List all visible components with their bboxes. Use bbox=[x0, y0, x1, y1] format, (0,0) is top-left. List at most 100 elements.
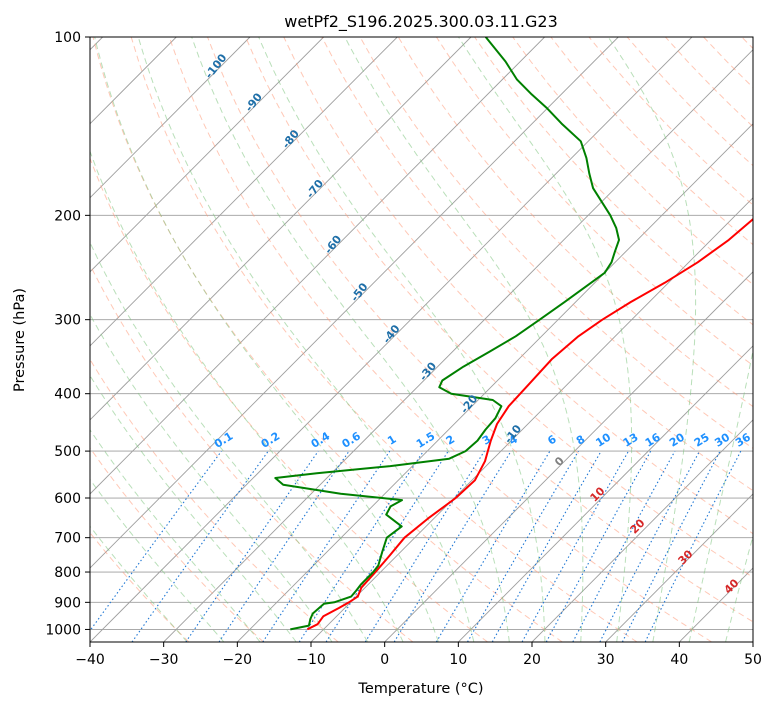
dry-adiabat-line bbox=[168, 37, 712, 642]
mixing-ratio-line bbox=[131, 450, 269, 642]
x-tick-label: 0 bbox=[380, 652, 389, 668]
moist-adiabat-line bbox=[458, 37, 633, 642]
moist-adiabat-label: 10 bbox=[588, 484, 608, 504]
isotherm-line bbox=[90, 37, 472, 421]
mixing-ratio-label: 0.6 bbox=[340, 429, 364, 451]
dry-adiabat-line bbox=[435, 37, 753, 367]
dry-adiabat-line bbox=[474, 37, 753, 326]
y-tick-label: 300 bbox=[54, 313, 81, 329]
moist-adiabat-line bbox=[688, 348, 753, 642]
moist-adiabat-line bbox=[90, 149, 404, 642]
mixing-ratio-line bbox=[545, 450, 652, 642]
y-tick-label: 1000 bbox=[45, 622, 81, 638]
mixing-ratio-line bbox=[435, 450, 551, 642]
y-tick-label: 200 bbox=[54, 208, 81, 224]
y-tick-label: 800 bbox=[54, 565, 81, 581]
profile-lines bbox=[274, 37, 753, 631]
mixing-ratio-line bbox=[521, 450, 629, 642]
dry-adiabat-line bbox=[90, 447, 264, 642]
dry-adiabat-label: -60 bbox=[322, 233, 345, 257]
mixing-ratio-label: 20 bbox=[667, 430, 687, 449]
mixing-ratio-label: 6 bbox=[545, 432, 559, 447]
dry-adiabat-label: -80 bbox=[280, 127, 303, 151]
mixing-ratio-line bbox=[218, 450, 350, 642]
dry-adiabat-line bbox=[90, 263, 414, 642]
x-tick-label: −10 bbox=[296, 652, 326, 668]
isotherm-line bbox=[90, 37, 398, 347]
dry-adiabat-line bbox=[207, 37, 753, 623]
dry-adiabat-line bbox=[90, 531, 190, 642]
moist-adiabat-line bbox=[90, 428, 261, 642]
isotherm-line bbox=[237, 123, 753, 642]
mixing-ratio-line bbox=[262, 450, 391, 642]
moist-adiabat-line bbox=[90, 374, 297, 642]
x-tick-label: −20 bbox=[223, 652, 253, 668]
chart-title: wetPf2_S196.2025.300.03.11.G23 bbox=[284, 12, 558, 32]
isotherm-line bbox=[605, 493, 753, 642]
x-tick-label: −30 bbox=[149, 652, 179, 668]
isotherm-line bbox=[90, 37, 324, 273]
mixing-ratio-line bbox=[90, 450, 222, 632]
mixing-ratio-line bbox=[393, 450, 512, 642]
moist-adiabat-label: 30 bbox=[676, 547, 696, 567]
y-tick-label: 600 bbox=[54, 491, 81, 507]
dry-adiabat-line bbox=[130, 37, 638, 642]
moist-adiabat-line bbox=[90, 241, 369, 642]
isotherm-line bbox=[679, 567, 753, 642]
moist-adiabat-line bbox=[137, 37, 475, 642]
x-tick-label: 30 bbox=[597, 652, 615, 668]
mixing-ratio-label: 36 bbox=[733, 430, 753, 449]
dry-adiabat-line bbox=[550, 37, 753, 246]
isotherm-line bbox=[90, 37, 693, 642]
dry-adiabat-line bbox=[741, 37, 753, 50]
mixing-ratio-label: 2 bbox=[444, 433, 457, 448]
moist-adiabat-line bbox=[725, 533, 753, 642]
dry-adiabat-line bbox=[512, 37, 753, 286]
dry-adiabat-label: -40 bbox=[380, 322, 403, 346]
mixing-ratio-label: 0.2 bbox=[259, 429, 282, 450]
dewpoint-line bbox=[274, 37, 620, 631]
isotherm-line bbox=[90, 37, 545, 495]
moist-adiabat-line bbox=[90, 478, 225, 642]
mixing-ratio-label: 1.5 bbox=[414, 429, 437, 450]
x-tick-label: 40 bbox=[670, 652, 688, 668]
mixing-ratio-label: 16 bbox=[643, 430, 663, 449]
mixing-ratio-label: 0.1 bbox=[212, 429, 235, 450]
mixing-ratio-line bbox=[298, 450, 424, 642]
moist-adiabat-line bbox=[94, 37, 439, 642]
dry-adiabat-label: -30 bbox=[417, 359, 440, 383]
x-axis-label: Temperature (°C) bbox=[357, 681, 483, 697]
moist-adiabat-line bbox=[258, 37, 546, 642]
isotherm-line bbox=[458, 345, 753, 642]
axis-ticks: −40 −30 −20 −10 0 10 20 30 40 5010020030040050060… bbox=[45, 30, 762, 668]
mixing-ratio-label: 25 bbox=[692, 431, 712, 450]
temperature-line bbox=[306, 217, 753, 631]
isotherm-line bbox=[384, 271, 753, 642]
y-tick-label: 500 bbox=[54, 444, 81, 460]
moist-adiabat-line bbox=[607, 37, 697, 642]
moist-adiabat-label: 40 bbox=[722, 576, 742, 596]
dry-adiabat-label: -90 bbox=[242, 90, 265, 114]
x-tick-label: 50 bbox=[744, 652, 762, 668]
mixing-ratio-line bbox=[621, 450, 721, 642]
dry-adiabat-line bbox=[703, 37, 753, 89]
mixing-ratio-line bbox=[572, 450, 676, 642]
y-tick-label: 400 bbox=[54, 387, 81, 403]
isotherm-line bbox=[90, 37, 251, 199]
mixing-ratio-label: 30 bbox=[712, 430, 732, 449]
y-axis-label: Pressure (hPa) bbox=[12, 288, 28, 392]
moist-adiabat-label: 20 bbox=[628, 516, 648, 536]
isotherm-line bbox=[163, 49, 753, 642]
y-tick-label: 900 bbox=[54, 595, 81, 611]
y-tick-label: 100 bbox=[54, 30, 81, 46]
dry-adiabat-line bbox=[90, 358, 339, 642]
mixing-ratio-label: 10 bbox=[593, 430, 613, 449]
moist-adiabat-line bbox=[344, 37, 584, 642]
mixing-ratio-line bbox=[644, 450, 742, 642]
mixing-ratio-line bbox=[599, 450, 701, 642]
mixing-ratio-label: 1 bbox=[385, 433, 398, 448]
moist-adiabat-line bbox=[90, 313, 333, 642]
mixing-ratio-label: 13 bbox=[621, 431, 641, 450]
mixing-ratio-line bbox=[325, 450, 449, 642]
